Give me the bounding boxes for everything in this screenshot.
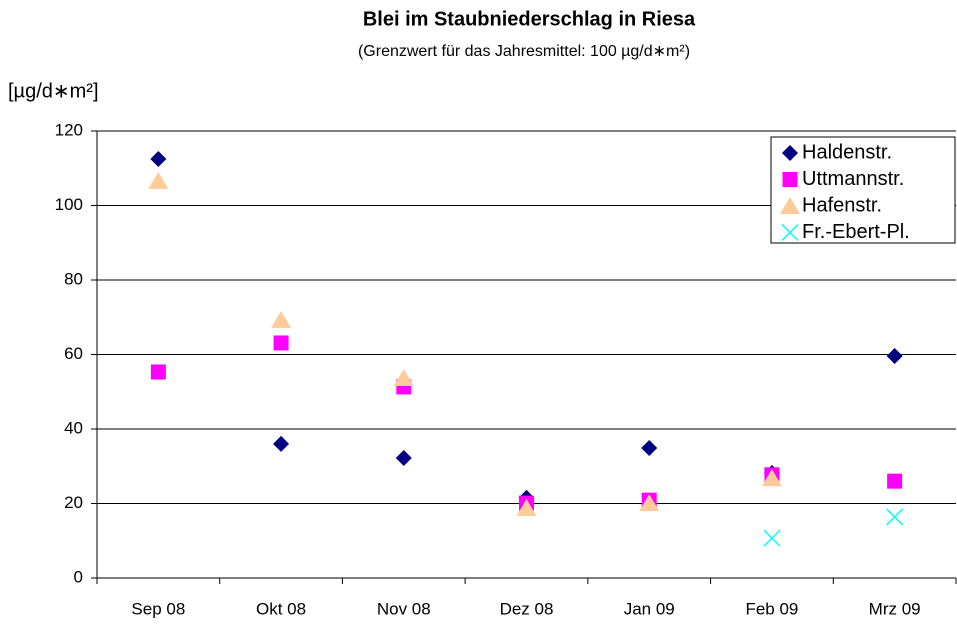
- data-point: [516, 498, 537, 516]
- legend-marker: [782, 145, 798, 161]
- y-tick-label: 40: [64, 418, 83, 437]
- y-tick-label: 100: [55, 195, 83, 214]
- legend-marker: [781, 223, 799, 242]
- data-point: [886, 508, 904, 526]
- x-tick-label: Okt 08: [256, 599, 306, 618]
- data-point: [641, 439, 658, 456]
- data-point: [763, 529, 781, 547]
- y-tick-label: 0: [74, 567, 83, 586]
- x-tick-label: Sep 08: [131, 599, 185, 618]
- x-tick-label: Dez 08: [500, 599, 554, 618]
- y-tick-label: 80: [64, 269, 83, 288]
- chart-title: Blei im Staubniederschlag in Riesa: [363, 8, 696, 30]
- data-point: [887, 473, 903, 489]
- y-axis-label: [µg/d∗m²]: [8, 80, 99, 102]
- data-point: [761, 469, 782, 487]
- data-point: [273, 435, 290, 452]
- data-point: [886, 347, 903, 364]
- data-point: [150, 364, 166, 380]
- x-tick-label: Jan 09: [624, 599, 675, 618]
- x-tick-label: Feb 09: [745, 599, 798, 618]
- y-tick-label: 60: [64, 344, 83, 363]
- data-point: [271, 310, 292, 328]
- data-point: [639, 494, 660, 512]
- x-tick-label: Mrz 09: [869, 599, 921, 618]
- legend-marker: [780, 197, 800, 214]
- data-point: [395, 450, 412, 467]
- chart-subtitle: (Grenzwert für das Jahresmittel: 100 µg/…: [358, 43, 690, 60]
- data-point: [150, 150, 167, 167]
- y-tick-label: 20: [64, 493, 83, 512]
- data-point: [273, 335, 289, 351]
- legend-label: Uttmannstr.: [802, 168, 904, 190]
- data-point: [393, 368, 414, 386]
- y-tick-label: 120: [55, 120, 83, 139]
- x-tick-label: Nov 08: [377, 599, 431, 618]
- legend-label: Haldenstr.: [802, 141, 892, 163]
- legend-label: Hafenstr.: [802, 194, 882, 216]
- legend-marker: [782, 172, 798, 187]
- legend-label: Fr.-Ebert-Pl.: [802, 221, 910, 243]
- data-point: [148, 171, 169, 189]
- legend-box: [770, 136, 956, 244]
